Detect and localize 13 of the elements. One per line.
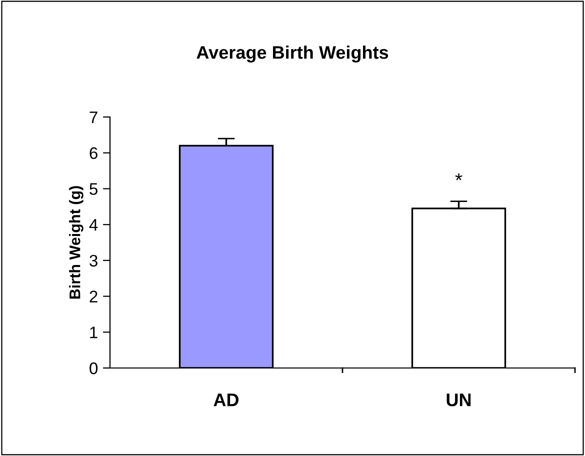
y-tick-label: 4 — [89, 219, 98, 231]
y-tick-label: 7 — [90, 112, 98, 124]
y-tick-label: 1 — [90, 326, 98, 338]
x-tick-label: UN — [446, 394, 471, 406]
annotation: * — [455, 173, 462, 180]
y-tick-label: 0 — [90, 362, 98, 374]
chart-title: Average Birth Weights — [196, 46, 388, 63]
y-tick-label: 6 — [90, 147, 98, 160]
y-tick-label: 2 — [90, 290, 98, 302]
y-tick-label: 5 — [90, 183, 98, 195]
y-axis-title: Birth Weight (g) — [69, 186, 84, 299]
x-tick-label: AD — [214, 394, 239, 406]
y-tick-label: 3 — [90, 254, 98, 267]
